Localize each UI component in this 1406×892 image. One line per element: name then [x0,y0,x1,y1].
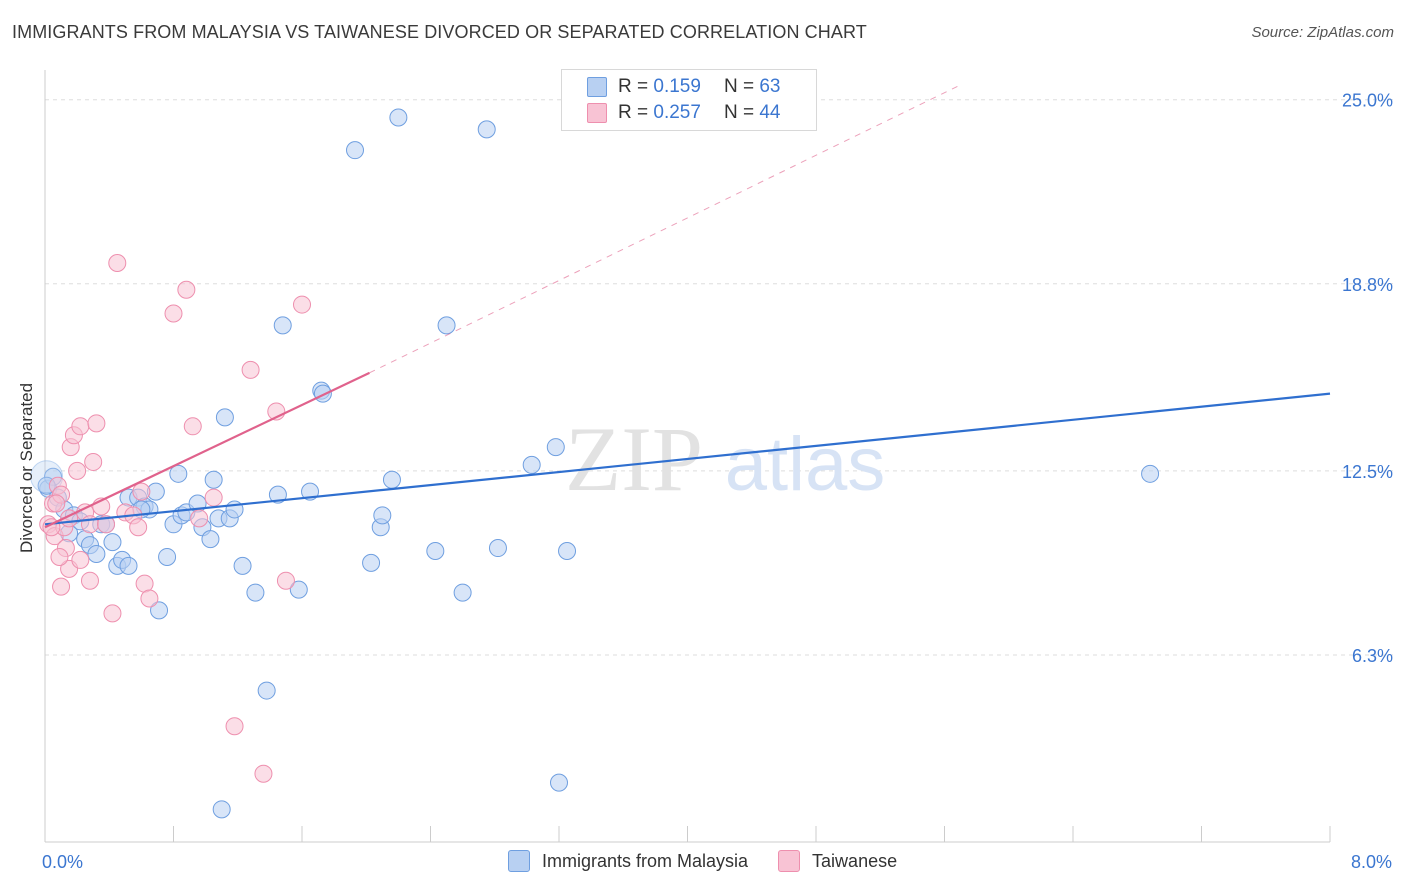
taiwanese-point [177,280,196,299]
r-value: 0.257 [653,102,701,123]
malaysia-point [477,120,496,139]
x-tick-min: 0.0% [42,852,84,872]
legend-label-taiwanese: Taiwanese [812,850,898,871]
r-value: 0.159 [653,76,701,97]
taiwanese-legend-swatch [778,850,801,872]
malaysia-point [119,556,138,575]
malaysia-point [201,530,220,549]
series-legend: Immigrants from Malaysia Taiwanese [508,850,927,872]
watermark-atlas: atlas [725,422,886,507]
taiwanese-point [225,717,244,736]
taiwanese-point [52,577,71,596]
malaysia-point [488,539,507,558]
y-tick-label: 6.3% [1352,646,1393,666]
malaysia-trend-line [44,392,1331,526]
legend-row-taiwanese: R = 0.257 N = 44 [587,100,781,126]
correlation-legend: R = 0.159 N = 63 R = 0.257 N = 44 [561,69,817,131]
r-label: R = [618,76,649,97]
taiwanese-point [103,604,122,623]
trend-lines [44,84,1331,529]
taiwanese-swatch [587,103,607,123]
taiwanese-point [50,547,69,566]
taiwanese-point [71,417,90,436]
malaysia-point [558,542,577,561]
taiwanese-point [68,461,87,480]
axes [44,70,1331,843]
malaysia-point [289,580,308,599]
taiwanese-point [276,571,295,590]
taiwanese-point [293,295,311,314]
malaysia-point [346,141,365,160]
y-tick-label: 25.0% [1342,91,1393,111]
malaysia-point [453,583,472,602]
n-label: N = [723,76,755,97]
taiwanese-point [190,509,209,528]
y-tick-labels: 6.3% 12.5% 18.8% 25.0% [1342,91,1393,666]
taiwanese-point [47,494,66,513]
n-value: 44 [759,102,781,123]
y-tick-label: 12.5% [1342,462,1393,482]
watermark: ZIP atlas [565,408,885,510]
malaysia-point [522,455,541,474]
source-label: Source: ZipAtlas.com [1251,24,1394,41]
chart-title: IMMIGRANTS FROM MALAYSIA VS TAIWANESE DI… [12,22,867,42]
malaysia-point [273,316,292,335]
r-label: R = [618,102,649,123]
malaysia-point [87,544,106,563]
malaysia-point [550,773,568,792]
malaysia-point [212,800,231,819]
taiwanese-point [97,515,116,534]
taiwanese-point [87,414,106,433]
taiwanese-point [71,550,90,569]
taiwanese-point [132,482,151,501]
malaysia-point [169,464,188,483]
taiwanese-point [108,254,127,272]
legend-label-malaysia: Immigrants from Malaysia [542,850,749,871]
malaysia-legend-swatch [508,850,530,872]
malaysia-point [158,547,177,566]
malaysia-point [215,408,234,427]
taiwanese-point [164,304,183,323]
legend-row-malaysia: R = 0.159 N = 63 [587,74,781,100]
taiwanese-point [129,518,148,537]
malaysia-point [233,556,252,575]
malaysia-point [204,470,223,489]
taiwanese-point [84,452,103,471]
malaysia-point [313,384,332,403]
malaysia-point [1141,464,1160,483]
malaysia-point [426,542,445,561]
malaysia-point [246,583,265,602]
malaysia-point [437,316,456,335]
taiwanese-point [241,360,260,379]
taiwanese-point [140,589,159,608]
y-tick-label: 18.8% [1342,275,1393,295]
taiwanese-trend-line [44,371,370,529]
y-axis-label: Divorced or Separated [17,382,36,553]
taiwanese-point [80,571,99,590]
taiwanese-point [254,764,273,783]
malaysia-point [257,681,276,700]
malaysia-point [268,485,287,504]
malaysia-point [103,533,122,552]
n-label: N = [723,102,755,123]
x-tick-max: 8.0% [1350,852,1392,872]
malaysia-point [150,601,169,620]
malaysia-point [382,470,401,489]
malaysia-point [362,553,381,572]
malaysia-point [546,438,565,457]
taiwanese-trend-extension [369,84,961,374]
malaysia-swatch [587,77,607,97]
taiwanese-point [204,488,223,507]
legend-item-taiwanese[interactable]: Taiwanese [778,850,897,872]
n-value: 63 [759,76,781,97]
taiwanese-point [183,417,202,436]
legend-item-malaysia[interactable]: Immigrants from Malaysia [508,850,748,872]
malaysia-point [373,506,392,525]
malaysia-point [389,108,408,127]
series-taiwanese-points [39,254,311,783]
